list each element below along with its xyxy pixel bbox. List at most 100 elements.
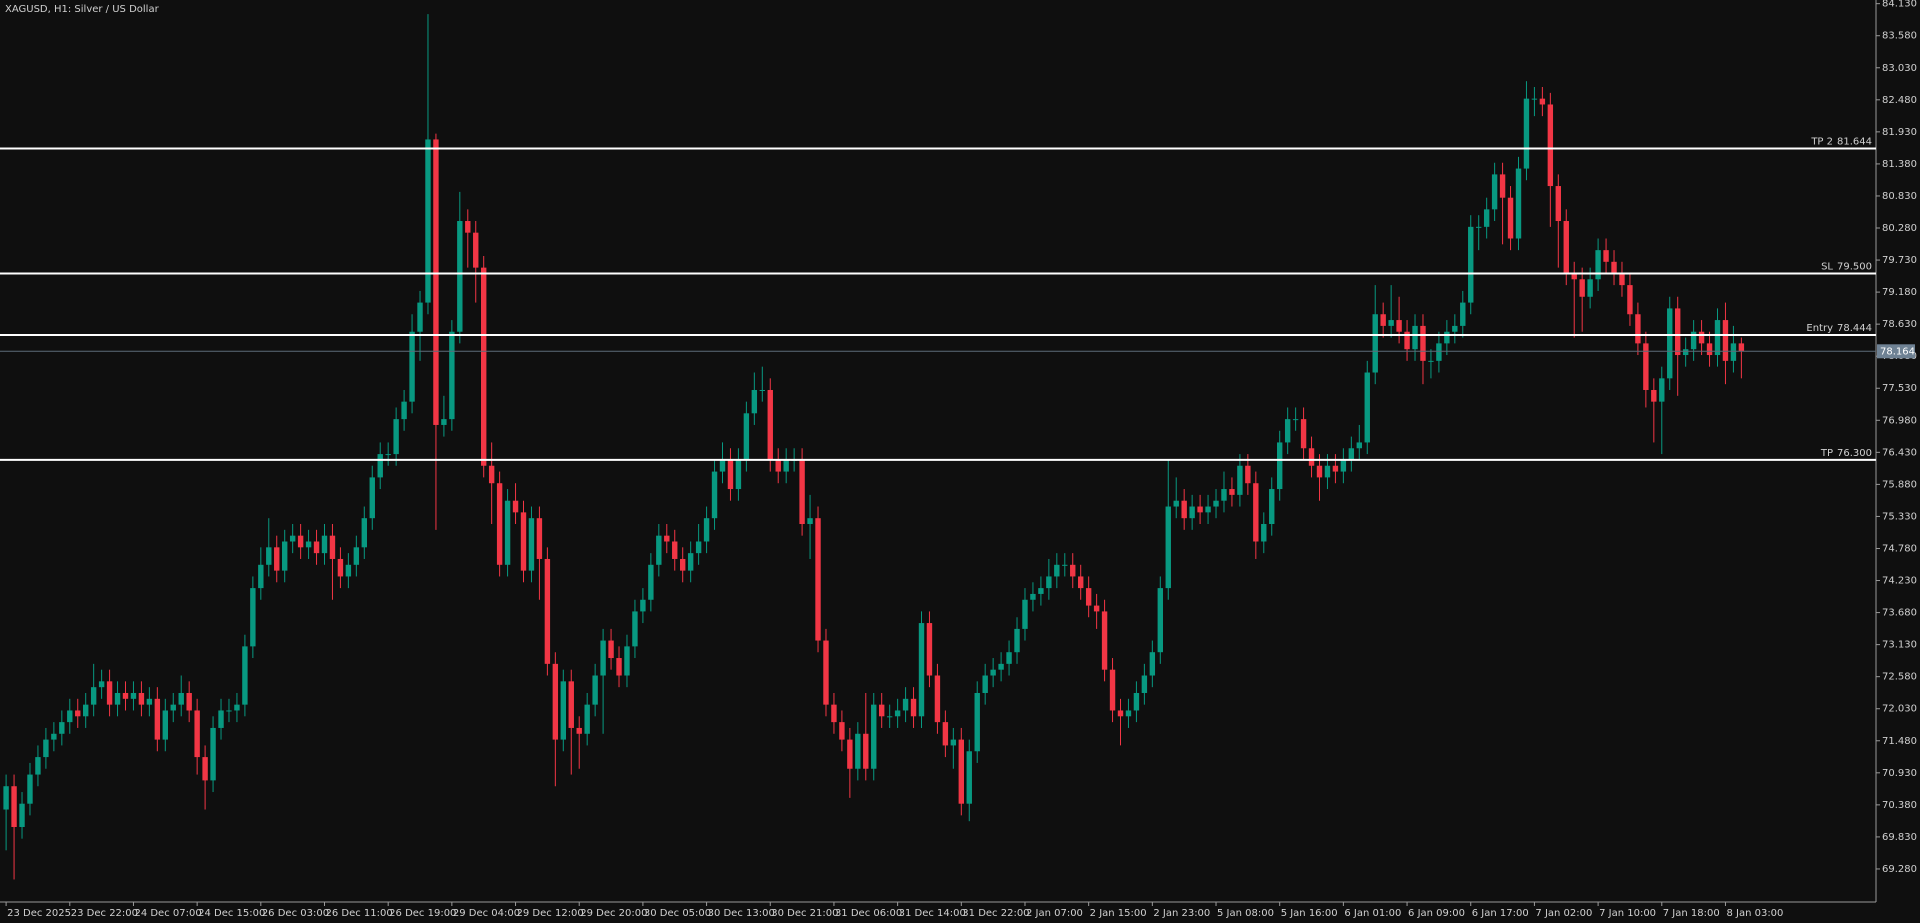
candle-body	[1197, 506, 1203, 513]
level-name: TP	[1820, 448, 1833, 459]
candle-body	[1539, 98, 1546, 105]
candle-body	[83, 704, 89, 717]
candle-body	[1340, 459, 1347, 472]
candle-body	[1491, 174, 1498, 210]
candle-body	[1300, 419, 1307, 449]
level-label: TP 76.300	[1820, 448, 1872, 459]
candle-body	[1531, 98, 1538, 100]
candle-body	[902, 698, 909, 711]
candle-body	[67, 710, 73, 723]
candle-body	[51, 733, 57, 740]
candle-body	[1460, 302, 1466, 326]
candle-body	[1205, 506, 1211, 513]
candle-body	[1292, 419, 1299, 421]
candle-body	[1101, 611, 1108, 670]
candle-body	[1054, 564, 1060, 577]
candle-body	[1643, 343, 1649, 390]
candle-body	[496, 483, 503, 565]
candle-body	[1014, 628, 1020, 653]
candle-body	[1213, 500, 1219, 507]
candle-body	[321, 535, 328, 554]
y-tick-label: 70.930	[1882, 768, 1917, 779]
candle-body	[242, 646, 248, 705]
candle-body	[1690, 331, 1697, 350]
candle-body	[282, 541, 288, 571]
y-tick-label: 73.130	[1882, 640, 1917, 651]
level-name: Entry	[1806, 323, 1833, 334]
last-price-label: 78.164	[1880, 346, 1915, 357]
candle-body	[687, 553, 694, 571]
candle-body	[871, 704, 877, 769]
y-tick-label: 75.330	[1882, 511, 1917, 522]
candle-body	[664, 535, 670, 542]
candle-body	[409, 331, 415, 402]
x-tick-label: 30 Dec 05:00	[644, 908, 711, 919]
candle-body	[130, 692, 137, 699]
candle-body	[1316, 465, 1323, 478]
y-tick-label: 80.280	[1882, 223, 1917, 234]
chart-title: XAGUSD, H1: Silver / US Dollar	[5, 4, 160, 15]
candle-body	[1428, 360, 1434, 362]
candle-body	[1085, 588, 1092, 606]
candle-body	[1245, 465, 1251, 484]
candle-body	[616, 658, 622, 676]
candle-body	[59, 722, 65, 734]
candle-body	[1006, 652, 1012, 664]
x-tick-label: 26 Dec 19:00	[389, 908, 456, 919]
candle-body	[1698, 331, 1705, 344]
x-tick-label: 6 Jan 01:00	[1344, 908, 1401, 919]
y-tick-label: 74.780	[1882, 543, 1917, 554]
candle-body	[178, 692, 184, 705]
candle-body	[839, 722, 845, 740]
x-tick-label: 2 Jan 23:00	[1153, 908, 1210, 919]
candle-body	[1364, 372, 1370, 443]
candle-body	[250, 588, 256, 647]
candle-body	[584, 704, 590, 734]
candle-body	[1093, 605, 1100, 612]
candle-body	[417, 302, 423, 332]
candle-body	[998, 663, 1004, 670]
candle-body	[847, 739, 853, 769]
candle-body	[353, 547, 360, 565]
x-tick-label: 6 Jan 09:00	[1408, 908, 1465, 919]
candle-body	[751, 389, 758, 414]
candle-body	[1022, 599, 1028, 629]
candle-body	[1356, 442, 1362, 449]
candle-body	[1308, 448, 1315, 466]
candle-body	[1483, 209, 1490, 227]
candle-body	[1348, 448, 1355, 460]
candle-body	[608, 640, 614, 659]
y-tick-label: 70.380	[1882, 800, 1917, 811]
candle-body	[385, 454, 391, 456]
candle-body	[1324, 465, 1331, 478]
candle-body	[90, 687, 97, 705]
candle-body	[313, 541, 320, 554]
candle-body	[401, 401, 407, 420]
candle-body	[735, 459, 742, 490]
y-tick-label: 72.580	[1882, 672, 1917, 683]
x-tick-label: 30 Dec 21:00	[771, 908, 838, 919]
candle-body	[1078, 576, 1084, 589]
candle-body	[1436, 343, 1442, 361]
candle-body	[361, 518, 367, 548]
candle-body	[1237, 465, 1243, 495]
candle-body	[695, 541, 702, 554]
y-tick-label: 74.230	[1882, 576, 1917, 587]
candle-body	[1404, 331, 1410, 350]
x-tick-label: 31 Dec 22:00	[962, 908, 1029, 919]
candle-body	[863, 733, 869, 769]
candle-body	[1682, 349, 1689, 356]
y-tick-label: 73.680	[1882, 608, 1917, 619]
x-tick-label: 5 Jan 08:00	[1217, 908, 1274, 919]
candle-body	[337, 558, 344, 577]
candle-body	[154, 698, 161, 740]
candle-body	[1388, 320, 1394, 326]
candle-body	[982, 675, 988, 693]
candle-body	[186, 692, 192, 711]
y-tick-label: 77.530	[1882, 383, 1917, 394]
level-value: 79.500	[1837, 261, 1872, 272]
candle-body	[1444, 331, 1450, 344]
candle-body	[680, 558, 686, 571]
x-tick-label: 2 Jan 07:00	[1026, 908, 1083, 919]
candle-body	[1730, 343, 1737, 361]
